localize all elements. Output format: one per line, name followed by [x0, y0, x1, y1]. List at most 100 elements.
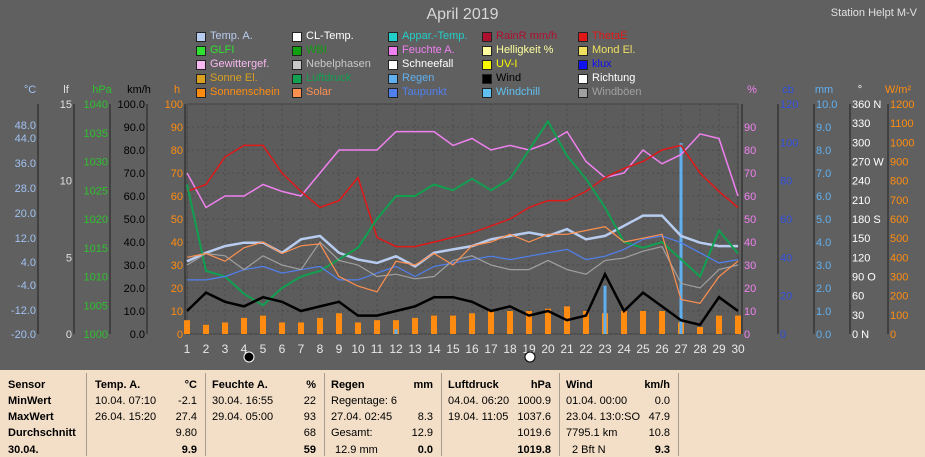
legend-label: Windchill — [496, 86, 541, 98]
x-tick-label: 5 — [260, 342, 267, 356]
axis-tick-label: 120 — [780, 99, 798, 111]
legend-swatch — [578, 32, 588, 42]
legend-label: Temp. A. — [210, 30, 253, 42]
legend-swatch — [482, 88, 492, 98]
temp-max: 27.4 — [175, 411, 197, 423]
axis-tick-label: 360 N — [852, 99, 881, 111]
x-tick-label: 7 — [298, 342, 305, 356]
x-tick-label: 8 — [317, 342, 324, 356]
x-tick-label: 14 — [427, 342, 441, 356]
x-tick-label: 30 — [731, 342, 745, 356]
axis-tick-label: 70 — [171, 168, 183, 180]
divider — [86, 373, 87, 456]
sunshine-bar — [412, 317, 418, 334]
legend-label: Richtung — [592, 72, 636, 84]
press-max-time: 19.04. 11:05 — [448, 411, 509, 423]
axis-tick-label: 800 — [890, 176, 908, 188]
axis-unit-label: mm — [815, 84, 833, 96]
legend-swatch — [196, 46, 206, 56]
x-tick-label: 28 — [693, 342, 707, 356]
axis-tick-label: 500 — [890, 233, 908, 245]
axis-tick-label: 30 — [171, 260, 183, 272]
legend-swatch — [196, 60, 206, 70]
axis-tick-label: 60 — [744, 191, 756, 203]
axis-tick-label: 20 — [171, 283, 183, 295]
sunshine-bar — [279, 322, 285, 334]
axis-tick-label: 300 — [852, 137, 870, 149]
rain-bar — [394, 329, 398, 334]
hum-unit: % — [306, 379, 316, 391]
axis-tick-label: 240 — [852, 176, 870, 188]
axis-tick-label: 700 — [890, 195, 908, 207]
legend-label: RainR mm/h — [496, 30, 558, 42]
axis-tick-label: 50 — [744, 214, 756, 226]
axis-tick-label: 1000 — [84, 329, 108, 341]
sunshine-bar — [488, 311, 494, 334]
legend-swatch — [482, 46, 492, 56]
press-avg: 1019.6 — [517, 427, 551, 439]
row-max-label: MaxWert — [8, 411, 54, 423]
legend-swatch — [578, 60, 588, 70]
axis-tick-label: 40 — [171, 237, 183, 249]
series-line — [187, 235, 739, 281]
axis-tick-label: 300 — [890, 272, 908, 284]
temp-today: 9.9 — [181, 444, 197, 456]
x-tick-label: 1 — [184, 342, 191, 356]
legend-swatch — [388, 60, 398, 70]
legend-label: CL-Temp. — [306, 30, 354, 42]
axis-tick-label: 50.0 — [124, 214, 145, 226]
legend-label: Gewittergef. — [210, 58, 270, 70]
axis-tick-label: 1025 — [84, 185, 108, 197]
wind-min-time: 01.04. 00:00 — [566, 395, 628, 407]
legend-swatch — [292, 88, 302, 98]
stats-panel: Sensor MinWert MaxWert Durchschnitt 30.0… — [0, 370, 925, 457]
stats-sensor-column: Sensor MinWert MaxWert Durchschnitt 30.0… — [0, 370, 86, 457]
axis-tick-label: 1200 — [890, 99, 914, 111]
rain-today: 0.0 — [417, 444, 433, 456]
wind-max: 47.9 — [648, 411, 670, 423]
axis-tick-label: 330 — [852, 118, 870, 130]
temp-max-time: 26.04. 15:20 — [95, 411, 157, 423]
hum-max: 93 — [303, 411, 316, 423]
axis-tick-label: 210 — [852, 195, 870, 207]
press-min: 1000.9 — [517, 395, 551, 407]
stats-humidity-column: Feuchte A. % 30.04. 16:55 22 29.04. 05:0… — [206, 370, 324, 457]
wind-today: 9.3 — [654, 444, 670, 456]
x-tick-label: 6 — [279, 342, 286, 356]
series-line — [186, 271, 739, 327]
axis-tick-label: 60 — [171, 191, 183, 203]
chart-legend: Temp. A. CL-Temp. Appar.-Temp. RainR mm/h Th… — [196, 30, 656, 102]
press-header: Luftdruck — [448, 379, 499, 391]
legend-swatch — [292, 74, 302, 84]
legend-label: Sonne El. — [210, 72, 258, 84]
wind-distance: 7795.1 km — [566, 427, 618, 439]
axis-tick-label: 20.0 — [124, 283, 145, 295]
sunshine-bar — [241, 317, 247, 334]
axis-tick-label: 90.0 — [124, 122, 145, 134]
axis-tick-label: -12.0 — [11, 305, 36, 317]
x-tick-label: 2 — [203, 342, 210, 356]
axis-tick-label: 70 — [744, 168, 756, 180]
stats-temp-column: Temp. A. °C 10.04. 07:10 -2.1 26.04. 15:… — [87, 370, 205, 457]
axis-tick-label: 12.0 — [15, 233, 36, 245]
weather-chart: 1 2 3 4 5 6 7 8 9 10 11 12 13 14 15 16 17 18 19 20 21 22 23 24 2… — [11, 84, 914, 363]
sunshine-bar — [203, 324, 209, 334]
press-max: 1037.6 — [517, 411, 551, 423]
legend-label: Mond El. — [592, 44, 636, 56]
divider — [441, 373, 442, 456]
x-tick-label: 4 — [241, 342, 248, 356]
legend-swatch — [388, 32, 398, 42]
axis-tick-label: 20 — [780, 291, 792, 303]
temp-avg: 9.80 — [175, 427, 197, 439]
legend-swatch — [292, 32, 302, 42]
sunshine-bar — [716, 315, 722, 334]
axis-unit-label: % — [747, 84, 757, 96]
axis-tick-label: 0 — [744, 329, 750, 341]
axis-tick-label: 7.0 — [816, 168, 831, 180]
row-today-label: 30.04. — [8, 444, 39, 456]
legend-swatch — [578, 74, 588, 84]
sunshine-bar — [545, 308, 551, 334]
axis-tick-label: 1040 — [84, 99, 108, 111]
legend-swatch — [388, 74, 398, 84]
wind-avg: 10.8 — [648, 427, 670, 439]
